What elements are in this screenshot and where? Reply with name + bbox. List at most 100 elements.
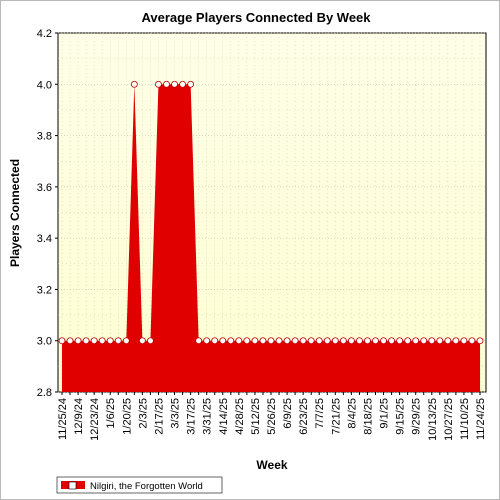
x-tick-label: 8/18/25 [362, 398, 374, 435]
data-point [219, 337, 227, 345]
legend-label: Nilgiri, the Forgotten World [90, 481, 203, 492]
x-tick-label: 6/23/25 [298, 398, 310, 435]
series-points [58, 80, 484, 345]
x-tick-label: 9/29/25 [411, 398, 423, 435]
data-point [388, 337, 395, 345]
data-point [315, 337, 323, 345]
y-tick-label: 3.6 [37, 182, 52, 194]
y-tick-label: 3.4 [37, 233, 52, 245]
data-point [339, 337, 347, 345]
data-point [122, 337, 130, 345]
data-point [203, 337, 211, 345]
data-point [163, 80, 170, 88]
y-tick-label: 3.2 [37, 284, 52, 296]
data-point [259, 337, 267, 345]
data-point [90, 337, 98, 345]
data-point [74, 337, 82, 345]
data-point [171, 80, 178, 88]
x-tick-label: 12/23/24 [89, 398, 101, 441]
data-point [138, 337, 146, 345]
series-area [62, 84, 480, 393]
x-tick-label: 5/12/25 [250, 398, 262, 435]
data-point [356, 337, 363, 345]
data-point [460, 337, 468, 345]
x-tick-label: 11/25/24 [57, 398, 69, 440]
data-point [58, 337, 66, 345]
x-tick-label: 12/9/24 [73, 398, 85, 435]
y-axis-ticks: 2.8 3.0 3.2 3.4 3.6 3.8 4.0 4.2 [37, 28, 58, 399]
x-axis-label: Week [256, 458, 287, 472]
x-tick-label: 7/21/25 [330, 398, 342, 435]
data-point [179, 80, 186, 88]
data-point [66, 337, 74, 345]
x-tick-label: 4/28/25 [234, 398, 246, 435]
data-point [372, 337, 379, 345]
x-axis-ticks: 11/25/24 12/9/24 12/23/24 1/6/25 1/20/25 2/3/… [57, 392, 487, 441]
data-point [420, 337, 428, 345]
data-point [275, 337, 283, 345]
series-area-fill [62, 84, 480, 393]
data-point [347, 337, 355, 345]
data-point [307, 337, 315, 345]
data-point [323, 337, 331, 345]
y-tick-label: 3.0 [37, 336, 52, 348]
x-tick-label: 3/17/25 [186, 398, 198, 435]
x-tick-label: 11/24/25 [475, 398, 487, 440]
data-point [412, 337, 420, 345]
data-point [452, 337, 460, 345]
data-point [291, 337, 299, 345]
data-point [243, 337, 251, 345]
legend-marker [68, 481, 77, 490]
x-tick-label: 11/10/25 [459, 398, 471, 440]
data-point [476, 337, 484, 345]
x-tick-label: 9/1/25 [379, 398, 391, 429]
data-point [267, 337, 275, 345]
y-tick-label: 4.0 [37, 79, 52, 91]
data-point [155, 80, 162, 88]
x-tick-label: 2/17/25 [153, 398, 165, 435]
data-point [227, 337, 235, 345]
y-tick-label: 3.8 [37, 131, 52, 143]
data-point [211, 337, 219, 345]
data-point [299, 337, 307, 345]
x-tick-label: 6/9/25 [282, 398, 294, 429]
y-axis-label: Players Connected [8, 159, 22, 267]
data-point [106, 337, 114, 345]
x-tick-label: 8/4/25 [346, 398, 358, 429]
data-point [251, 337, 259, 345]
x-tick-label: 10/13/25 [427, 398, 439, 441]
chart-title: Average Players Connected By Week [141, 10, 371, 25]
x-tick-label: 9/15/25 [395, 398, 407, 435]
x-tick-label: 1/6/25 [105, 398, 117, 429]
data-point [130, 80, 138, 88]
x-tick-label: 3/3/25 [170, 398, 182, 429]
data-point [380, 337, 387, 345]
x-tick-label: 10/27/25 [443, 398, 455, 441]
data-point [468, 337, 476, 345]
data-point [396, 337, 404, 345]
data-point [404, 337, 412, 345]
data-point [283, 337, 291, 345]
data-point [436, 337, 444, 345]
data-point [235, 337, 243, 345]
data-point [187, 80, 195, 88]
legend-box [56, 476, 223, 494]
legend: Nilgiri, the Forgotten World [56, 476, 223, 494]
y-tick-label: 4.2 [37, 28, 52, 40]
x-tick-label: 2/3/25 [137, 398, 149, 429]
data-point [428, 337, 436, 345]
data-point [195, 337, 203, 345]
data-point [114, 337, 122, 345]
data-point [82, 337, 90, 345]
x-tick-label: 3/31/25 [202, 398, 214, 435]
data-point [364, 337, 371, 345]
data-point [98, 337, 106, 345]
x-tick-label: 7/7/25 [314, 398, 326, 429]
x-tick-label: 4/14/25 [218, 398, 230, 435]
x-tick-label: 1/20/25 [121, 398, 133, 435]
data-point [147, 337, 154, 345]
y-tick-label: 2.8 [37, 387, 52, 399]
data-point [331, 337, 339, 345]
data-point [444, 337, 452, 345]
